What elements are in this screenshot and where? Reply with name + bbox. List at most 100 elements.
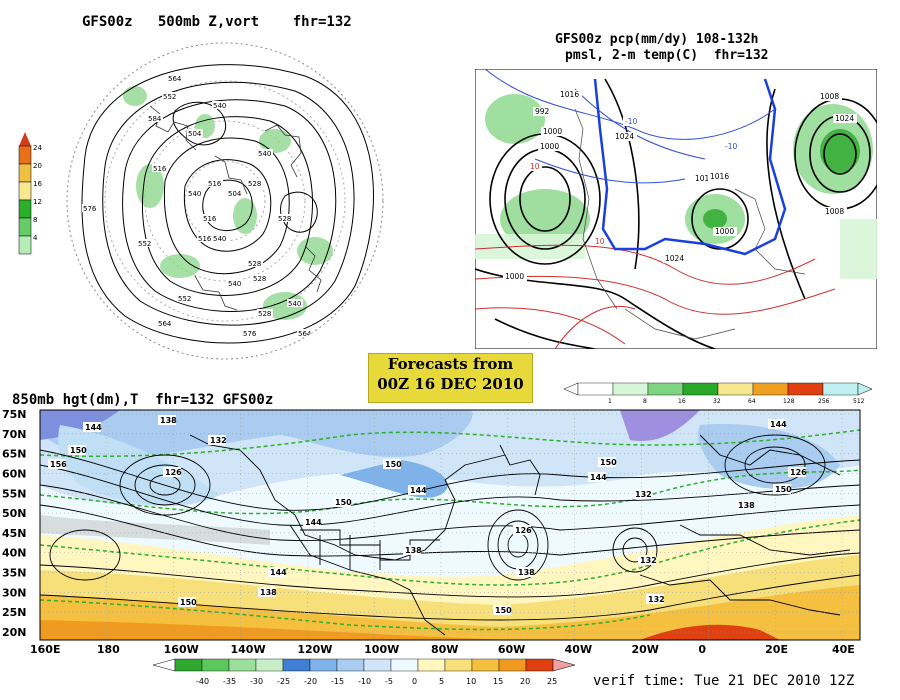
lat-label: 55N (2, 487, 27, 500)
vort-colorbar-swatch (18, 181, 32, 201)
contour-label-bg (157, 319, 173, 327)
precip-colorbar-label: 1 (608, 398, 612, 404)
contour-label: 504 (228, 190, 242, 198)
vort-colorbar-label: 20 (33, 162, 42, 170)
temp-colorbar-swatch (525, 658, 554, 672)
pressure-label-bg (818, 92, 842, 101)
contour-label: 516 (153, 165, 167, 173)
height-label-bg (383, 459, 401, 469)
height-label: 150 (385, 460, 402, 469)
height-label: 144 (770, 420, 787, 429)
pressure-label-bg (503, 272, 527, 281)
height-label-bg (83, 422, 101, 432)
height-label-bg (158, 415, 176, 425)
contour-label-bg (152, 164, 168, 172)
temp-colorbar-swatch (228, 658, 257, 672)
temp-colorbar-swatch (201, 658, 230, 672)
precip-colorbar-swatch (787, 382, 824, 396)
temp-colorbar: -40 -35 -30 -25 -20 -15 -10 -5 0 5 10 15 20 25 (152, 658, 576, 686)
contour-label: 540 (188, 190, 201, 198)
pressure-label: 992 (535, 107, 550, 116)
contour-label-bg (147, 114, 163, 122)
precip-colorbar-swatch (647, 382, 684, 396)
pressure-label-bg (613, 132, 637, 141)
pressure-label-bg (723, 142, 742, 151)
height-label: 150 (335, 498, 352, 507)
temp-colorbar-label: -35 (223, 677, 236, 686)
height-label-bg (268, 567, 286, 577)
temp-colorbar-swatch (174, 658, 203, 672)
pressure-label: 1024 (615, 132, 634, 141)
vort-colorbar-swatch (18, 199, 32, 219)
precip-colorbar-arrow-right (857, 382, 873, 396)
precip-colorbar-label: 512 (853, 398, 865, 404)
contour-label: 516 (208, 180, 222, 188)
contour-label: 516 (198, 235, 212, 243)
pressure-label: 1008 (825, 207, 844, 216)
precip-colorbar-swatch (612, 382, 649, 396)
pressure-label-bg (663, 254, 687, 263)
lat-label: 40N (2, 547, 27, 560)
height-label-bg (48, 459, 66, 469)
contour-label-bg (212, 234, 228, 242)
precip-colorbar-label: 64 (748, 398, 756, 404)
pressure-label-bg (823, 207, 847, 216)
contour-label: 540 (213, 235, 226, 243)
lat-label: 70N (2, 428, 27, 441)
height-label-bg (403, 545, 421, 555)
precip-colorbar-swatch (577, 382, 614, 396)
contour-label-bg (227, 279, 243, 287)
vort-colorbar-label: 8 (33, 216, 37, 224)
lat-label: 60N (2, 467, 27, 480)
contour-label: 540 (288, 300, 301, 308)
height-label: 132 (648, 595, 665, 604)
vort-colorbar-swatch (18, 235, 32, 255)
contour-label-bg (242, 329, 258, 337)
contour-label: 552 (178, 295, 191, 303)
lat-label: 75N (2, 408, 27, 421)
precip-colorbar-label: 32 (713, 398, 721, 404)
pressure-label: 1000 (715, 227, 734, 236)
height-label-bg (788, 467, 806, 477)
temp-colorbar-label: -25 (277, 677, 290, 686)
banner-line-1: Forecasts from (387, 355, 514, 373)
temp-colorbar-arrow-right (552, 658, 576, 672)
lat-label: 35N (2, 567, 27, 580)
temp-colorbar-swatch (471, 658, 500, 672)
height-label-bg (588, 472, 606, 482)
lon-label: 60W (498, 643, 525, 655)
pressure-label: 1016 (560, 90, 579, 99)
pressure-label-bg (558, 90, 582, 99)
height-label: 156 (50, 460, 67, 469)
lon-label: 100W (364, 643, 399, 655)
height-label-bg (333, 497, 351, 507)
vort-colorbar: 24 20 16 12 8 4 (18, 132, 42, 255)
contour-label: 564 (168, 75, 182, 83)
contour-label-bg (187, 129, 203, 137)
temp-colorbar-label: 10 (466, 677, 476, 686)
temp-colorbar-label: 5 (439, 677, 444, 686)
contour-label-bg (257, 309, 273, 317)
pressure-label: 1016 (710, 172, 729, 181)
lon-label: 20E (765, 643, 788, 655)
contour-label-bg (162, 92, 178, 100)
temp-colorbar-swatch (444, 658, 473, 672)
height-label: 138 (160, 416, 177, 425)
contour-label: 552 (163, 93, 176, 101)
lat-label: 20N (2, 626, 27, 639)
height-label-bg (598, 457, 616, 467)
lat-label: 45N (2, 527, 27, 540)
pressure-label: 1000 (543, 127, 562, 136)
height-label: 138 (518, 568, 535, 577)
height-label-bg (68, 445, 86, 455)
height-label-bg (633, 489, 651, 499)
height-label-bg (208, 435, 226, 445)
height-label: 150 (70, 446, 87, 455)
temp-colorbar-swatch (363, 658, 392, 672)
height-label: 126 (165, 468, 182, 477)
contour-label-bg (197, 234, 213, 242)
height-label: 144 (410, 486, 427, 495)
height-label-bg (646, 594, 664, 604)
height-label: 132 (635, 490, 652, 499)
pressure-label: 1000 (540, 142, 559, 151)
